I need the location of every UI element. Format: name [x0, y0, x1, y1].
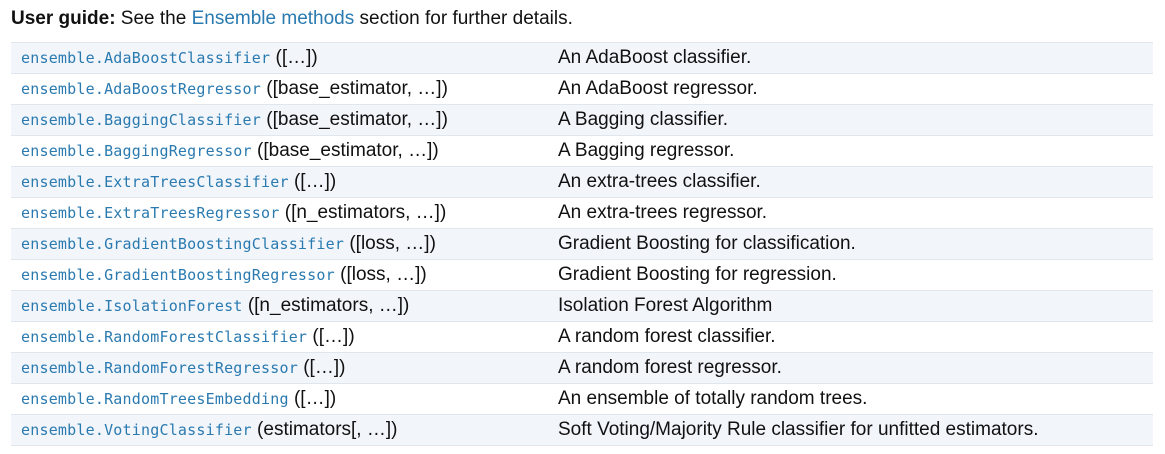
api-name-cell: ensemble.RandomForestRegressor ([…]) [11, 352, 546, 384]
api-name-cell: ensemble.GradientBoostingRegressor ([los… [11, 259, 546, 291]
api-function-link[interactable]: ensemble.ExtraTreesRegressor [21, 204, 280, 222]
table-row: ensemble.GradientBoostingClassifier ([lo… [11, 228, 1153, 260]
api-function-link[interactable]: ensemble.BaggingRegressor [21, 142, 252, 160]
api-name-cell: ensemble.BaggingClassifier ([base_estima… [11, 104, 546, 136]
user-guide-label: User guide: [11, 8, 116, 29]
api-name-cell: ensemble.ExtraTreesClassifier ([…]) [11, 166, 546, 198]
table-row: ensemble.ExtraTreesRegressor ([n_estimat… [11, 197, 1153, 229]
api-name-cell: ensemble.AdaBoostRegressor ([base_estima… [11, 73, 546, 105]
api-signature: ([…]) [288, 171, 337, 192]
api-function-link[interactable]: ensemble.RandomForestRegressor [21, 359, 298, 377]
api-table-body: ensemble.AdaBoostClassifier ([…]) An AdaB… [11, 42, 1153, 446]
table-row: ensemble.GradientBoostingRegressor ([los… [11, 259, 1153, 291]
api-signature: ([n_estimators, …]) [242, 295, 410, 316]
api-description: A Bagging regressor. [546, 135, 1153, 167]
api-reference-table: ensemble.AdaBoostClassifier ([…]) An AdaB… [11, 42, 1153, 446]
ensemble-methods-link[interactable]: Ensemble methods [191, 8, 355, 29]
api-description: Isolation Forest Algorithm [546, 290, 1153, 322]
table-row: ensemble.RandomForestClassifier ([…]) A r… [11, 321, 1153, 353]
user-guide-text-after: section for further details. [354, 8, 573, 29]
api-name-cell: ensemble.VotingClassifier (estimators[, … [11, 414, 546, 446]
api-name-cell: ensemble.ExtraTreesRegressor ([n_estimat… [11, 197, 546, 229]
user-guide-text-before: See the [115, 8, 192, 29]
api-description: An AdaBoost classifier. [546, 42, 1153, 74]
table-row: ensemble.BaggingRegressor ([base_estimat… [11, 135, 1153, 167]
api-signature: ([…]) [270, 47, 318, 68]
api-function-link[interactable]: ensemble.AdaBoostClassifier [21, 49, 271, 67]
api-signature: ([…]) [297, 357, 346, 378]
api-description: An extra-trees classifier. [546, 166, 1153, 198]
api-signature: ([…]) [307, 326, 355, 347]
table-row: ensemble.VotingClassifier (estimators[, … [11, 414, 1153, 446]
api-signature: ([n_estimators, …]) [279, 202, 447, 223]
table-row: ensemble.ExtraTreesClassifier ([…]) An ex… [11, 166, 1153, 198]
api-signature: ([loss, …]) [334, 264, 427, 285]
api-signature: ([base_estimator, …]) [261, 109, 448, 130]
api-function-link[interactable]: ensemble.GradientBoostingClassifier [21, 235, 345, 253]
api-function-link[interactable]: ensemble.ExtraTreesClassifier [21, 173, 289, 191]
api-signature: ([loss, …]) [344, 233, 436, 254]
api-description: An extra-trees regressor. [546, 197, 1153, 229]
api-description: An AdaBoost regressor. [546, 73, 1153, 105]
api-description: A random forest classifier. [546, 321, 1153, 353]
table-row: ensemble.RandomTreesEmbedding ([…]) An en… [11, 383, 1153, 415]
table-row: ensemble.AdaBoostRegressor ([base_estima… [11, 73, 1153, 105]
api-description: Gradient Boosting for classification. [546, 228, 1153, 260]
api-description: Soft Voting/Majority Rule classifier for… [546, 414, 1153, 446]
table-row: ensemble.RandomForestRegressor ([…]) A ra… [11, 352, 1153, 384]
api-signature: (estimators[, …]) [251, 419, 398, 440]
table-row: ensemble.BaggingClassifier ([base_estima… [11, 104, 1153, 136]
api-name-cell: ensemble.IsolationForest ([n_estimators,… [11, 290, 546, 322]
api-function-link[interactable]: ensemble.RandomForestClassifier [21, 328, 308, 346]
api-function-link[interactable]: ensemble.IsolationForest [21, 297, 243, 315]
api-name-cell: ensemble.RandomForestClassifier ([…]) [11, 321, 546, 353]
api-description: A random forest regressor. [546, 352, 1153, 384]
api-signature: ([base_estimator, …]) [261, 78, 448, 99]
table-row: ensemble.AdaBoostClassifier ([…]) An AdaB… [11, 42, 1153, 74]
api-function-link[interactable]: ensemble.BaggingClassifier [21, 111, 261, 129]
api-description: A Bagging classifier. [546, 104, 1153, 136]
table-row: ensemble.IsolationForest ([n_estimators,… [11, 290, 1153, 322]
api-name-cell: ensemble.GradientBoostingClassifier ([lo… [11, 228, 546, 260]
api-name-cell: ensemble.AdaBoostClassifier ([…]) [11, 42, 546, 74]
api-signature: ([base_estimator, …]) [251, 140, 439, 161]
api-function-link[interactable]: ensemble.VotingClassifier [21, 421, 252, 439]
api-function-link[interactable]: ensemble.AdaBoostRegressor [21, 80, 261, 98]
api-name-cell: ensemble.RandomTreesEmbedding ([…]) [11, 383, 546, 415]
api-description: Gradient Boosting for regression. [546, 259, 1153, 291]
api-signature: ([…]) [288, 388, 337, 409]
user-guide-line: User guide: See the Ensemble methods sec… [11, 6, 573, 32]
api-description: An ensemble of totally random trees. [546, 383, 1153, 415]
api-name-cell: ensemble.BaggingRegressor ([base_estimat… [11, 135, 546, 167]
api-function-link[interactable]: ensemble.RandomTreesEmbedding [21, 390, 289, 408]
api-function-link[interactable]: ensemble.GradientBoostingRegressor [21, 266, 335, 284]
